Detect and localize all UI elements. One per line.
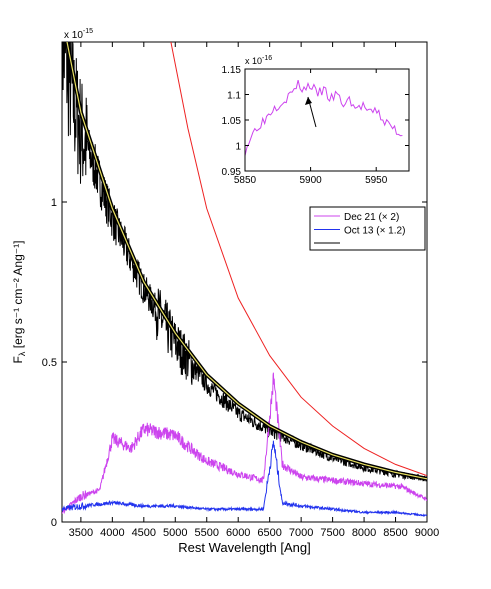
main-y-axis-label: Fλ [erg s⁻¹ cm⁻² Ang⁻¹] [11, 241, 27, 364]
observed-spectrum-line [62, 42, 427, 482]
inset-chart: 5850 5900 5950 0.95 1 1.05 1.1 1.15 x 10-16 [205, 51, 417, 187]
inset-y-tick-label: 1.05 [222, 116, 242, 127]
inset-spectrum-line [244, 79, 403, 156]
inset-y-tick-label: 0.95 [222, 167, 242, 178]
arrow-head [304, 97, 312, 106]
model-fit-line [66, 42, 427, 480]
main-y-exponent: x 10-15 [64, 28, 93, 41]
x-tick-label: 7000 [289, 527, 313, 539]
x-tick-label: 4500 [132, 527, 156, 539]
inset-axis-ticks: 5850 5900 5950 0.95 1 1.05 1.1 1.15 [222, 65, 409, 186]
inset-y-tick-label: 1.15 [222, 65, 242, 76]
main-plot-frame [61, 41, 428, 523]
main-chart: 3500 4000 4500 5000 5500 6000 6500 7000 7500 8000… [11, 28, 439, 555]
legend-label: Dec 21 (× 2) [344, 212, 399, 223]
x-tick-label: 8500 [383, 527, 407, 539]
dec21-spectrum-line [62, 372, 427, 515]
legend-label: Oct 13 (× 1.2) [344, 226, 405, 237]
legend-items: Dec 21 (× 2) Oct 13 (× 1.2) [314, 212, 405, 244]
inset-x-tick-label: 5850 [234, 175, 257, 186]
inset-series-group [244, 79, 403, 156]
main-series-group [62, 42, 427, 517]
x-tick-label: 6500 [257, 527, 281, 539]
y-tick-label: 0 [51, 517, 57, 529]
inset-y-tick-label: 1.1 [227, 91, 241, 102]
inset-arrow [304, 96, 317, 128]
y-tick-label: 1 [51, 197, 57, 209]
legend: Dec 21 (× 2) Oct 13 (× 1.2) [309, 206, 426, 251]
oct13-spectrum-line [62, 440, 427, 517]
red-model-line [170, 42, 427, 477]
x-tick-label: 4000 [100, 527, 124, 539]
x-tick-label: 9000 [415, 527, 439, 539]
x-tick-label: 3500 [69, 527, 93, 539]
x-tick-label: 5000 [163, 527, 187, 539]
x-tick-label: 7500 [320, 527, 344, 539]
inset-x-tick-label: 5950 [365, 175, 388, 186]
x-tick-label: 5500 [194, 527, 218, 539]
inset-background [205, 51, 417, 187]
inset-y-tick-label: 1 [235, 142, 241, 153]
inset-y-exponent: x 10-16 [245, 55, 272, 66]
x-tick-label: 6000 [226, 527, 250, 539]
main-axis-ticks: 3500 4000 4500 5000 5500 6000 6500 7000 7500 8000… [42, 42, 439, 539]
y-tick-label: 0.5 [42, 357, 57, 369]
main-x-axis-label: Rest Wavelength [Ang] [178, 540, 310, 555]
inset-x-tick-label: 5900 [299, 175, 322, 186]
x-tick-label: 8000 [352, 527, 376, 539]
